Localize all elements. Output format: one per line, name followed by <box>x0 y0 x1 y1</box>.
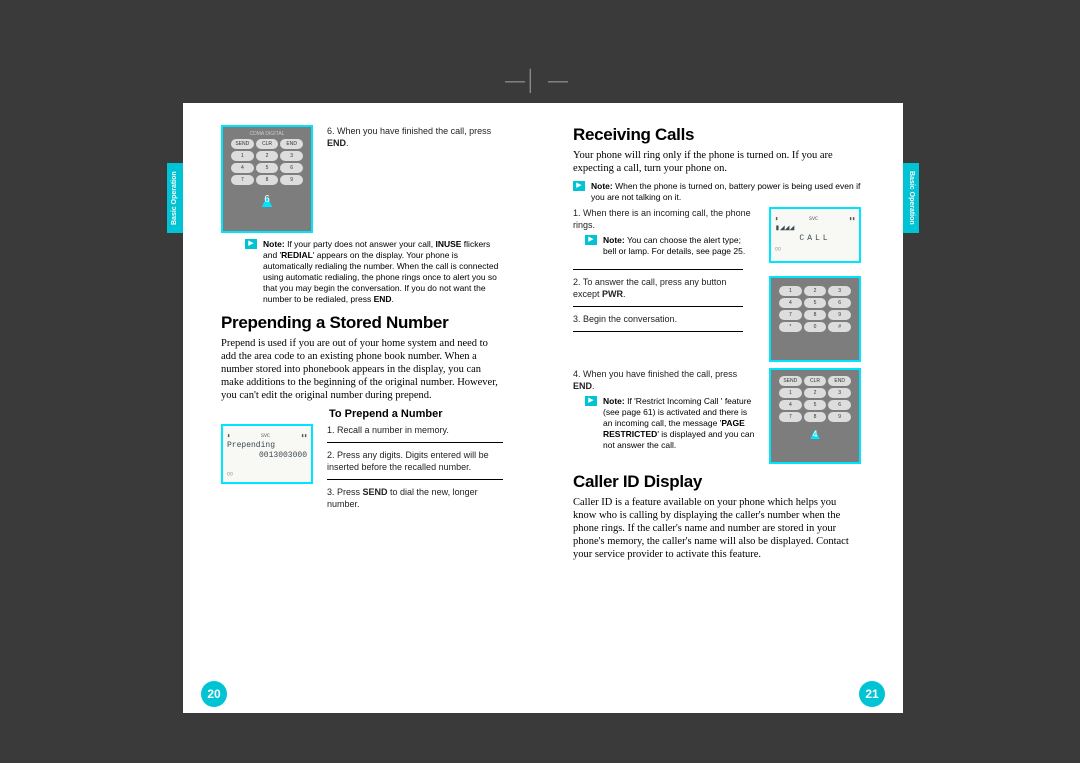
right-page: Basic Operation Receiving Calls Your pho… <box>543 103 903 713</box>
side-tab-right: Basic Operation <box>903 163 919 233</box>
page-number-left: 20 <box>201 681 227 707</box>
heading-caller-id: Caller ID Display <box>573 472 861 492</box>
note-battery: Note: When the phone is turned on, batte… <box>573 181 861 203</box>
side-tab-left: Basic Operation <box>167 163 183 233</box>
receive-step-1: 1. When there is an incoming call, the p… <box>573 207 755 231</box>
phone-image-2: 123 456 789 *0# <box>769 276 861 362</box>
phone-image-1: CDMA DIGITAL SENDCLREND 123 456 789 ▲ 6 <box>221 125 313 233</box>
page-spread: Basic Operation CDMA DIGITAL SENDCLREND … <box>183 103 903 713</box>
note-redial: Note: If your party does not answer your… <box>245 239 505 305</box>
prepend-paragraph: Prepend is used if you are out of your h… <box>221 337 505 402</box>
page-number-right: 21 <box>859 681 885 707</box>
phone-image-3: SENDCLREND 123 456 789 ▲ 4 <box>769 368 861 464</box>
phone-screen-call: ▮SVC▮▮ ▮◢◢◢ CALL ▯▯ <box>769 207 861 263</box>
left-page: Basic Operation CDMA DIGITAL SENDCLREND … <box>183 103 543 713</box>
receive-step-3: 3. Begin the conversation. <box>573 313 755 325</box>
prepend-step-1: 1. Recall a number in memory. <box>327 424 505 436</box>
prepend-step-2: 2. Press any digits. Digits entered will… <box>327 449 505 473</box>
note-alert-type: Note: You can choose the alert type; bel… <box>585 235 755 257</box>
subheading-to-prepend: To Prepend a Number <box>329 408 505 420</box>
note-restrict: Note: If 'Restrict Incoming Call ' featu… <box>585 396 755 451</box>
caller-id-paragraph: Caller ID is a feature available on your… <box>573 496 861 561</box>
receiving-paragraph: Your phone will ring only if the phone i… <box>573 149 861 175</box>
heading-receiving: Receiving Calls <box>573 125 861 145</box>
heading-prepending: Prepending a Stored Number <box>221 313 505 333</box>
receive-step-2: 2. To answer the call, press any button … <box>573 276 755 300</box>
step-6: 6. When you have finished the call, pres… <box>327 125 505 233</box>
phone-screen-prepend: ▮SVC▮▮ Prepending 0013003000 ▯▯ <box>221 424 313 484</box>
receive-step-4: 4. When you have finished the call, pres… <box>573 368 755 392</box>
prepend-step-3: 3. Press SEND to dial the new, longer nu… <box>327 486 505 510</box>
